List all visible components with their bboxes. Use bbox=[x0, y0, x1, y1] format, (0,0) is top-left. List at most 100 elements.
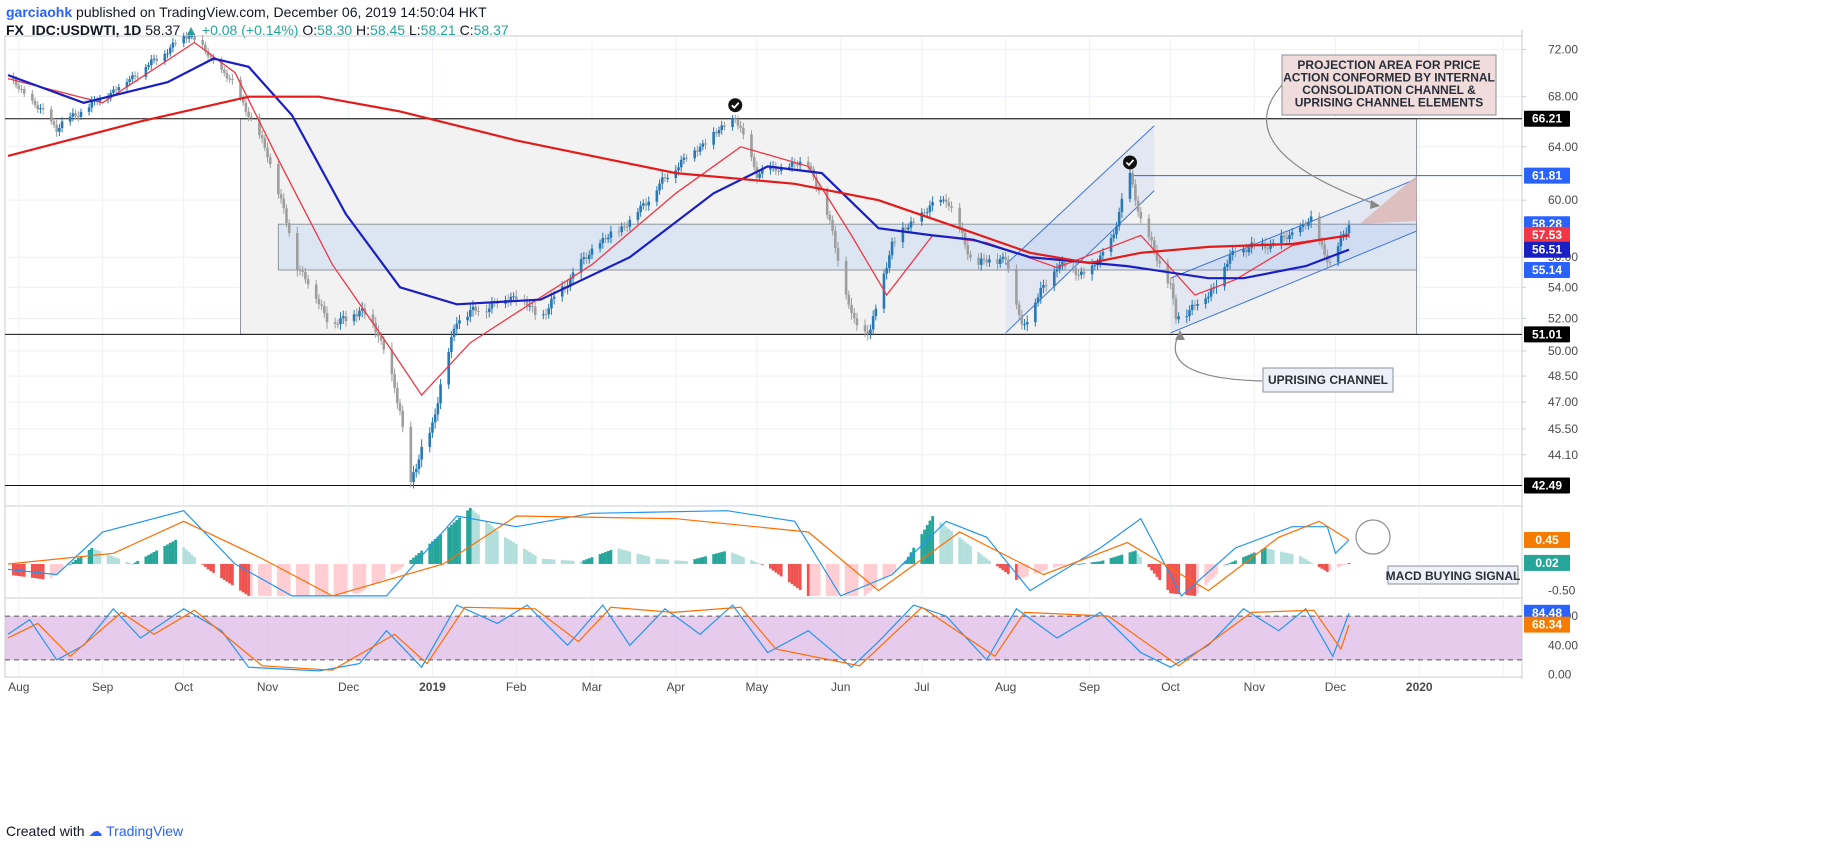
candle-body bbox=[166, 53, 169, 55]
macd-histogram-bar bbox=[758, 563, 761, 565]
stoch-k-line bbox=[7, 604, 1350, 672]
candle-body bbox=[736, 119, 740, 126]
macd-histogram-bar bbox=[1225, 563, 1229, 565]
candle-body bbox=[412, 472, 415, 482]
candle-body bbox=[663, 177, 667, 179]
macd-histogram-bar bbox=[920, 534, 924, 564]
candle-body bbox=[528, 305, 532, 307]
candle-body bbox=[552, 296, 556, 299]
macd-histogram-bar bbox=[909, 552, 913, 564]
macd-histogram-bar bbox=[771, 563, 775, 571]
macd-histogram-bar bbox=[344, 563, 348, 595]
tradingview-link[interactable]: TradingView bbox=[106, 823, 184, 839]
candle-body bbox=[715, 131, 718, 134]
macd-histogram-bar bbox=[1017, 563, 1021, 580]
macd-histogram-bar bbox=[39, 563, 42, 579]
price-tick-label: 45.50 bbox=[1548, 422, 1578, 436]
time-tick-label: Nov bbox=[257, 680, 278, 694]
candle-body bbox=[1190, 304, 1194, 311]
channel-lower-line bbox=[1170, 230, 1417, 334]
candle-body bbox=[855, 318, 859, 326]
macd-histogram-bar bbox=[490, 526, 494, 564]
macd-tick-label: -0.50 bbox=[1548, 584, 1576, 598]
macd-histogram-bar bbox=[625, 550, 629, 564]
candle-body bbox=[590, 248, 594, 255]
uprising-annotation-box bbox=[1262, 367, 1394, 393]
macd-histogram-bar bbox=[598, 554, 602, 564]
time-tick-label: May bbox=[746, 680, 769, 694]
macd-histogram-bar bbox=[393, 563, 397, 573]
candle-body bbox=[409, 426, 413, 482]
high-label: H: bbox=[356, 22, 371, 38]
macd-histogram-bar bbox=[1074, 563, 1078, 565]
macd-histogram-bar bbox=[987, 560, 991, 564]
candle-body bbox=[317, 298, 321, 305]
macd-histogram-bar bbox=[1098, 561, 1102, 564]
candle-body bbox=[912, 221, 915, 223]
candle-body bbox=[436, 403, 440, 415]
macd-histogram-bar bbox=[850, 563, 853, 596]
macd-histogram-bar bbox=[382, 563, 386, 579]
macd-histogram-bar bbox=[947, 528, 951, 564]
candle-body bbox=[68, 116, 72, 122]
time-tick-label: Jul bbox=[914, 680, 929, 694]
macd-histogram-bar bbox=[1055, 563, 1059, 567]
macd-histogram-bar bbox=[723, 551, 726, 564]
macd-histogram-bar bbox=[769, 563, 772, 569]
macd-histogram-bar bbox=[655, 558, 659, 564]
macd-histogram-bar bbox=[1317, 563, 1321, 568]
candle-body bbox=[323, 305, 326, 314]
macd-histogram-bar bbox=[628, 551, 632, 564]
macd-histogram-bar bbox=[704, 556, 707, 564]
macd-histogram-bar bbox=[796, 563, 799, 589]
candle-body bbox=[739, 125, 742, 128]
candle-body bbox=[263, 138, 267, 148]
macd-histogram-bar bbox=[544, 558, 548, 564]
candle-body bbox=[928, 205, 932, 213]
macd-histogram-bar bbox=[1209, 563, 1213, 580]
candle-body bbox=[977, 257, 980, 265]
candle-body bbox=[287, 223, 291, 233]
price-tick-label: 52.00 bbox=[1548, 311, 1578, 325]
price-tag-label: 66.21 bbox=[1532, 112, 1562, 126]
macd-histogram-bar bbox=[1023, 563, 1026, 578]
macd-histogram-bar bbox=[1261, 549, 1264, 564]
candle-body bbox=[20, 89, 23, 91]
macd-histogram-bar bbox=[1328, 563, 1332, 571]
macd-histogram-bar bbox=[136, 560, 140, 564]
candle-body bbox=[874, 308, 878, 317]
candle-body bbox=[544, 314, 548, 316]
candle-body bbox=[920, 212, 924, 222]
tradingview-logo-icon[interactable]: ☁ bbox=[88, 823, 103, 839]
macd-histogram-bar bbox=[636, 553, 640, 564]
candle-body bbox=[1158, 261, 1162, 264]
candle-body bbox=[1071, 266, 1075, 269]
macd-histogram-bar bbox=[1082, 563, 1086, 565]
candle-body bbox=[147, 65, 150, 68]
macd-histogram-bar bbox=[1060, 563, 1064, 566]
candle-body bbox=[1228, 255, 1232, 264]
macd-histogram-bar bbox=[1052, 563, 1056, 568]
stoch-tick-label: 40.00 bbox=[1548, 638, 1578, 652]
candle-body bbox=[647, 201, 651, 206]
macd-histogram-bar bbox=[925, 525, 929, 564]
macd-histogram-bar bbox=[117, 558, 121, 564]
candle-body bbox=[239, 79, 242, 98]
macd-histogram-bar bbox=[579, 561, 583, 564]
candle-body bbox=[720, 125, 724, 131]
macd-histogram-bar bbox=[1242, 557, 1245, 564]
macd-histogram-bar bbox=[33, 563, 37, 579]
stoch-d-line bbox=[7, 606, 1350, 671]
candle-body bbox=[696, 150, 699, 152]
publish-text: published on TradingView.com, December 0… bbox=[76, 4, 487, 20]
macd-histogram-bar bbox=[1171, 563, 1175, 594]
price-tag bbox=[1524, 262, 1570, 279]
macd-histogram-bar bbox=[166, 544, 169, 564]
macd-histogram-bar bbox=[623, 550, 626, 564]
macd-histogram-bar bbox=[52, 563, 56, 576]
macd-histogram-bar bbox=[533, 555, 537, 564]
author-link[interactable]: garciaohk bbox=[6, 4, 73, 20]
macd-histogram-bar bbox=[750, 560, 753, 564]
candle-body bbox=[31, 93, 34, 101]
